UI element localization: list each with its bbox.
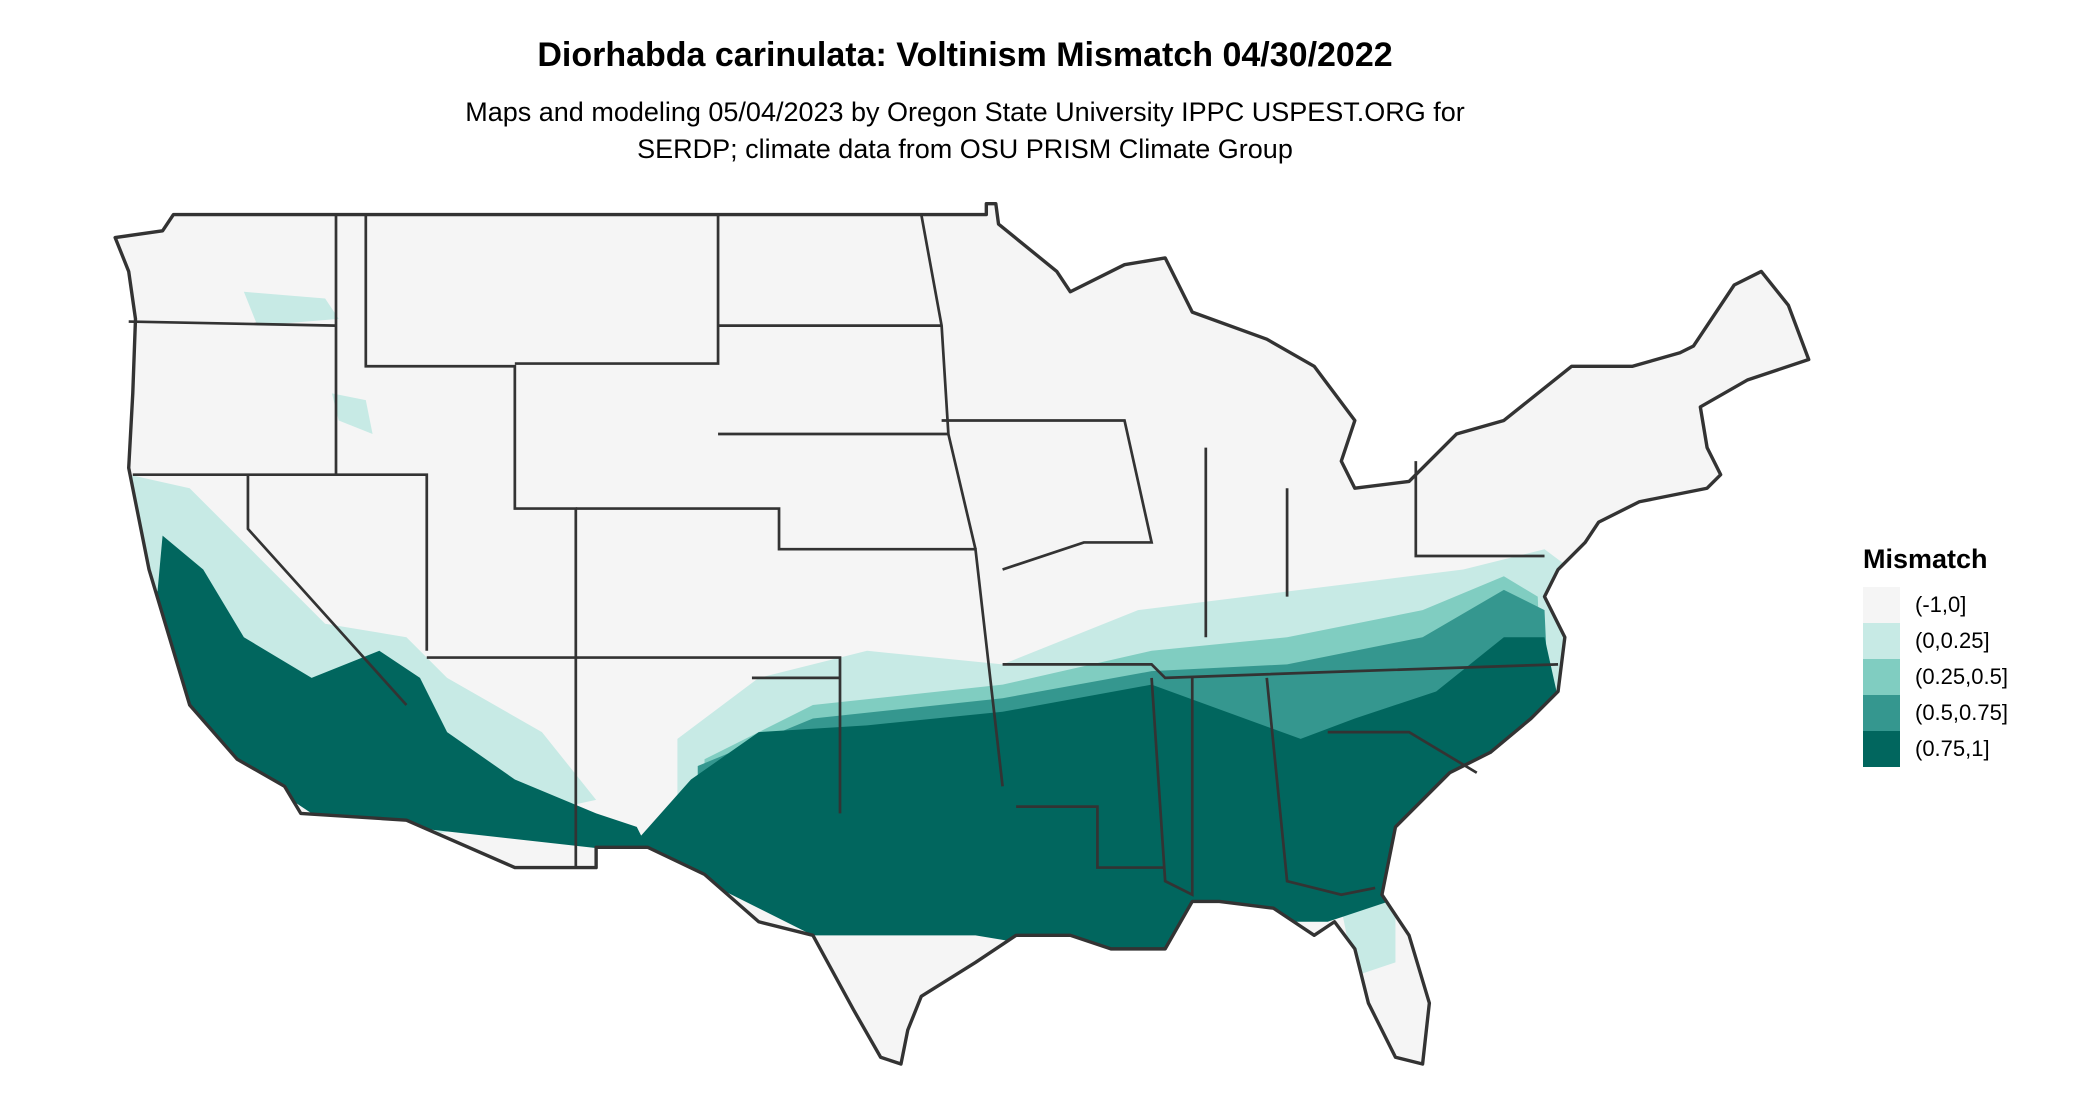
legend-item: (0.25,0.5]: [1863, 659, 2008, 695]
state-border: [132, 473, 429, 651]
us-outline: [113, 202, 1811, 1066]
zone-0.75-1-south: [636, 637, 1572, 949]
legend-swatch: [1863, 659, 1900, 695]
state-border: [246, 474, 408, 706]
state-border: [1327, 730, 1478, 774]
legend-item: (0,0.25]: [1863, 623, 2008, 659]
state-border: [718, 324, 949, 436]
mismatch-zones: [128, 291, 1572, 976]
subtitle-line-1: Maps and modeling 05/04/2023 by Oregon S…: [465, 97, 1465, 127]
legend-swatch: [1863, 587, 1900, 623]
legend-label: (0,0.25]: [1915, 628, 1990, 653]
state-border: [364, 214, 578, 868]
state-border: [128, 320, 337, 327]
legend-swatch: [1863, 695, 1900, 731]
state-border: [1204, 447, 1289, 638]
legend: Mismatch (-1,0] (0,0.25] (0.25,0.5] (0.5,0.…: [1863, 544, 2008, 767]
state-borders: [128, 214, 1559, 897]
state-border: [1265, 677, 1376, 897]
state-border: [1016, 805, 1166, 869]
legend-swatch: [1863, 623, 1900, 659]
state-border: [941, 419, 1154, 571]
legend-item: (0.5,0.75]: [1863, 695, 2008, 731]
legend-item: (0.75,1]: [1863, 731, 2008, 767]
zone-0-0.25-northwest: [243, 291, 373, 435]
legend-label: (0.25,0.5]: [1915, 664, 2008, 689]
subtitle-line-2: SERDP; climate data from OSU PRISM Clima…: [637, 134, 1293, 164]
state-border: [1150, 677, 1194, 897]
legend-swatch: [1863, 731, 1900, 767]
state-border: [919, 214, 977, 550]
state-border: [514, 214, 720, 365]
map-title: Diorhabda carinulata: Voltinism Mismatch…: [537, 36, 1393, 74]
state-border: [1414, 461, 1545, 558]
legend-title: Mismatch: [1863, 544, 1988, 574]
legend-label: (0.5,0.75]: [1915, 700, 2008, 725]
state-border: [426, 656, 842, 814]
legend-label: (-1,0]: [1915, 592, 1967, 617]
map-subtitle: Maps and modeling 05/04/2023 by Oregon S…: [0, 94, 1930, 168]
zone-0.75-1-california: [155, 535, 651, 855]
legend-item: (-1,0]: [1863, 587, 2008, 623]
state-border: [575, 507, 1004, 787]
state-border: [1002, 663, 1559, 680]
legend-label: (0.75,1]: [1915, 736, 1990, 761]
